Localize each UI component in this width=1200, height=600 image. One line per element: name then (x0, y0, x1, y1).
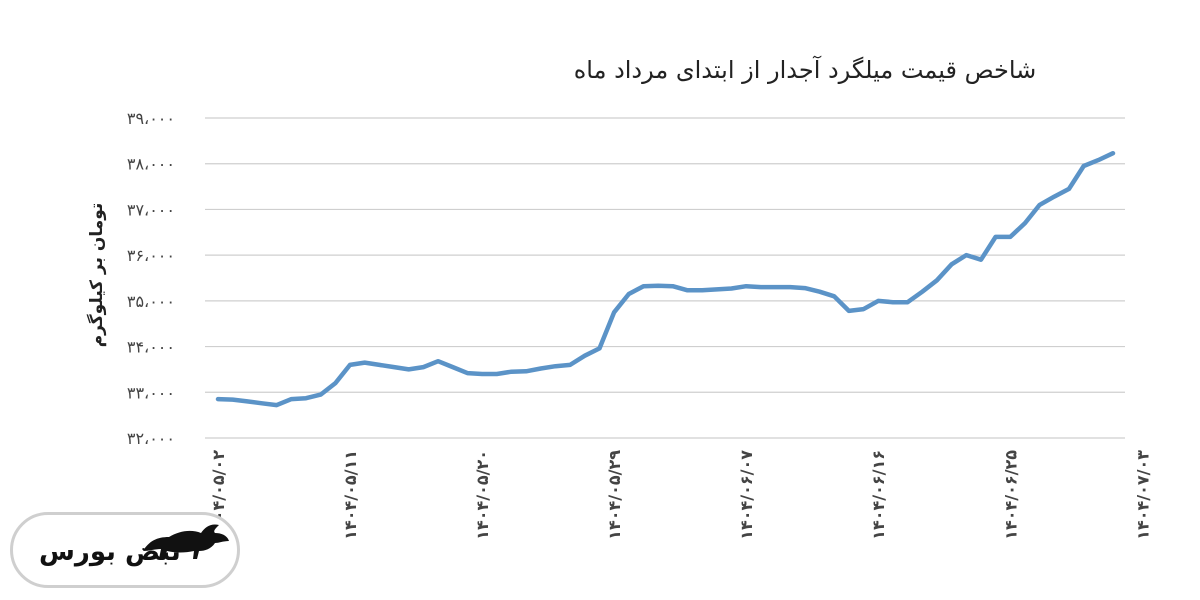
brand-logo: نبض بورس (10, 512, 240, 588)
x-tick-label: ۱۴۰۴/۰۶/۱۶ (869, 450, 888, 540)
y-tick-label: ۳۶،۰۰۰ (127, 246, 175, 265)
y-tick-label: ۳۲،۰۰۰ (127, 429, 175, 448)
gridlines (205, 117, 1125, 439)
bull-icon (143, 524, 229, 559)
y-axis-ticks: ۳۲،۰۰۰ ۳۳،۰۰۰ ۳۴،۰۰۰ ۳۵،۰۰۰ ۳۶،۰۰۰ ۳۷،۰۰۰ ۳۸،۰… (127, 109, 175, 448)
x-tick-label: ۱۴۰۴/۰۷/۰۳ (1133, 450, 1152, 540)
chart-title: شاخص قیمت میلگرد آجدار از ابتدای مرداد م… (574, 55, 1037, 84)
y-tick-label: ۳۸،۰۰۰ (127, 155, 175, 174)
x-axis-ticks: ۱۴۰۴/۰۵/۰۲ ۱۴۰۴/۰۵/۱۱ ۱۴۰۴/۰۵/۲۰ ۱۴۰۴/۰۵/۲۹… (209, 450, 1152, 540)
x-tick-label: ۱۴۰۴/۰۵/۲۰ (473, 450, 492, 540)
y-tick-label: ۳۴،۰۰۰ (127, 338, 175, 357)
y-tick-label: ۳۵،۰۰۰ (127, 292, 175, 311)
series-line-rebar-price (215, 150, 1116, 408)
x-tick-label: ۱۴۰۴/۰۵/۲۹ (605, 450, 624, 540)
x-tick-label: ۱۴۰۴/۰۶/۲۵ (1001, 450, 1020, 540)
y-tick-label: ۳۷،۰۰۰ (127, 200, 175, 219)
x-tick-label: ۱۴۰۴/۰۵/۱۱ (341, 450, 360, 540)
y-tick-label: ۳۹،۰۰۰ (127, 109, 175, 128)
x-tick-label: ۱۴۰۴/۰۶/۰۷ (737, 450, 756, 540)
y-axis-label: تومان بر کیلوگرم (86, 203, 107, 348)
y-tick-label: ۳۳،۰۰۰ (127, 383, 175, 402)
